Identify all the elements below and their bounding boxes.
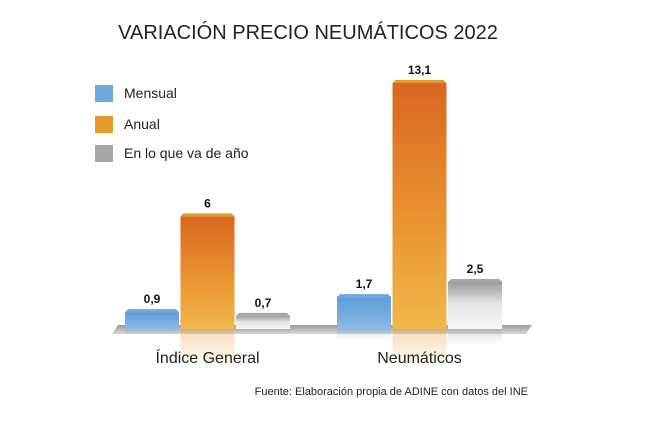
value-label-indice-general-en-lo-que-va-de-ano: 0,7 bbox=[255, 296, 272, 310]
bar-reflection-neumaticos-anual bbox=[392, 329, 447, 369]
bar-neumaticos-en-lo-que-va-de-ano bbox=[448, 282, 502, 329]
legend-label-anual: Anual bbox=[124, 116, 160, 132]
bar-top-indice-general-anual bbox=[180, 213, 235, 217]
value-labels: 0,9 6 0,7 1,7 13,1 2,5 bbox=[144, 63, 484, 310]
bar-top-neumaticos-en-lo-que-va-de-ano bbox=[448, 279, 502, 283]
value-label-indice-general-mensual: 0,9 bbox=[144, 292, 161, 306]
bar-reflection-indice-general-en-lo-que-va-de-ano bbox=[236, 329, 290, 334]
legend-swatch-mensual bbox=[95, 85, 113, 102]
bar-reflection-neumaticos-mensual bbox=[337, 329, 391, 341]
legend-item-mensual: Mensual bbox=[95, 85, 177, 102]
legend: Mensual Anual En lo que va de año bbox=[95, 85, 249, 162]
source-note: Fuente: Elaboración propia de ADINE con … bbox=[255, 386, 528, 398]
bar-reflection-neumaticos-en-lo-que-va-de-ano bbox=[448, 329, 502, 346]
bar-reflection-indice-general-mensual bbox=[125, 329, 179, 335]
legend-item-anual: Anual bbox=[95, 116, 160, 133]
bar-neumaticos-mensual bbox=[337, 297, 391, 329]
category-label-neumaticos: Neumáticos bbox=[377, 350, 461, 367]
value-label-neumaticos-mensual: 1,7 bbox=[356, 277, 373, 291]
legend-swatch-en-lo-que-va-de-ano bbox=[95, 145, 113, 162]
legend-label-en-lo-que-va-de-ano: En lo que va de año bbox=[124, 145, 249, 161]
bar-top-indice-general-en-lo-que-va-de-ano bbox=[236, 312, 290, 316]
value-label-indice-general-anual: 6 bbox=[204, 196, 211, 210]
legend-swatch-anual bbox=[95, 116, 113, 133]
bars bbox=[125, 80, 502, 329]
category-label-indice-general: Índice General bbox=[155, 348, 259, 367]
bar-indice-general-en-lo-que-va-de-ano bbox=[236, 315, 290, 329]
category-labels: Índice General Neumáticos bbox=[155, 348, 461, 367]
bar-neumaticos-anual bbox=[392, 83, 447, 329]
bar-top-indice-general-mensual bbox=[125, 309, 179, 313]
bar-top-neumaticos-anual bbox=[392, 80, 447, 83]
bar-reflections bbox=[125, 329, 502, 369]
bar-top-neumaticos-mensual bbox=[337, 294, 391, 298]
legend-label-mensual: Mensual bbox=[124, 85, 177, 101]
value-label-neumaticos-anual: 13,1 bbox=[408, 63, 432, 77]
plot-area: 0,9 6 0,7 1,7 13,1 2,5 Índice General Neumátic… bbox=[112, 63, 532, 369]
bar-indice-general-anual bbox=[180, 216, 235, 329]
legend-item-en-lo-que-va-de-ano: En lo que va de año bbox=[95, 145, 249, 162]
value-label-neumaticos-en-lo-que-va-de-ano: 2,5 bbox=[467, 262, 484, 276]
bar-indice-general-mensual bbox=[125, 312, 179, 329]
bar-reflection-indice-general-anual bbox=[180, 329, 235, 369]
chart-title: VARIACIÓN PRECIO NEUMÁTICOS 2022 bbox=[118, 21, 498, 44]
